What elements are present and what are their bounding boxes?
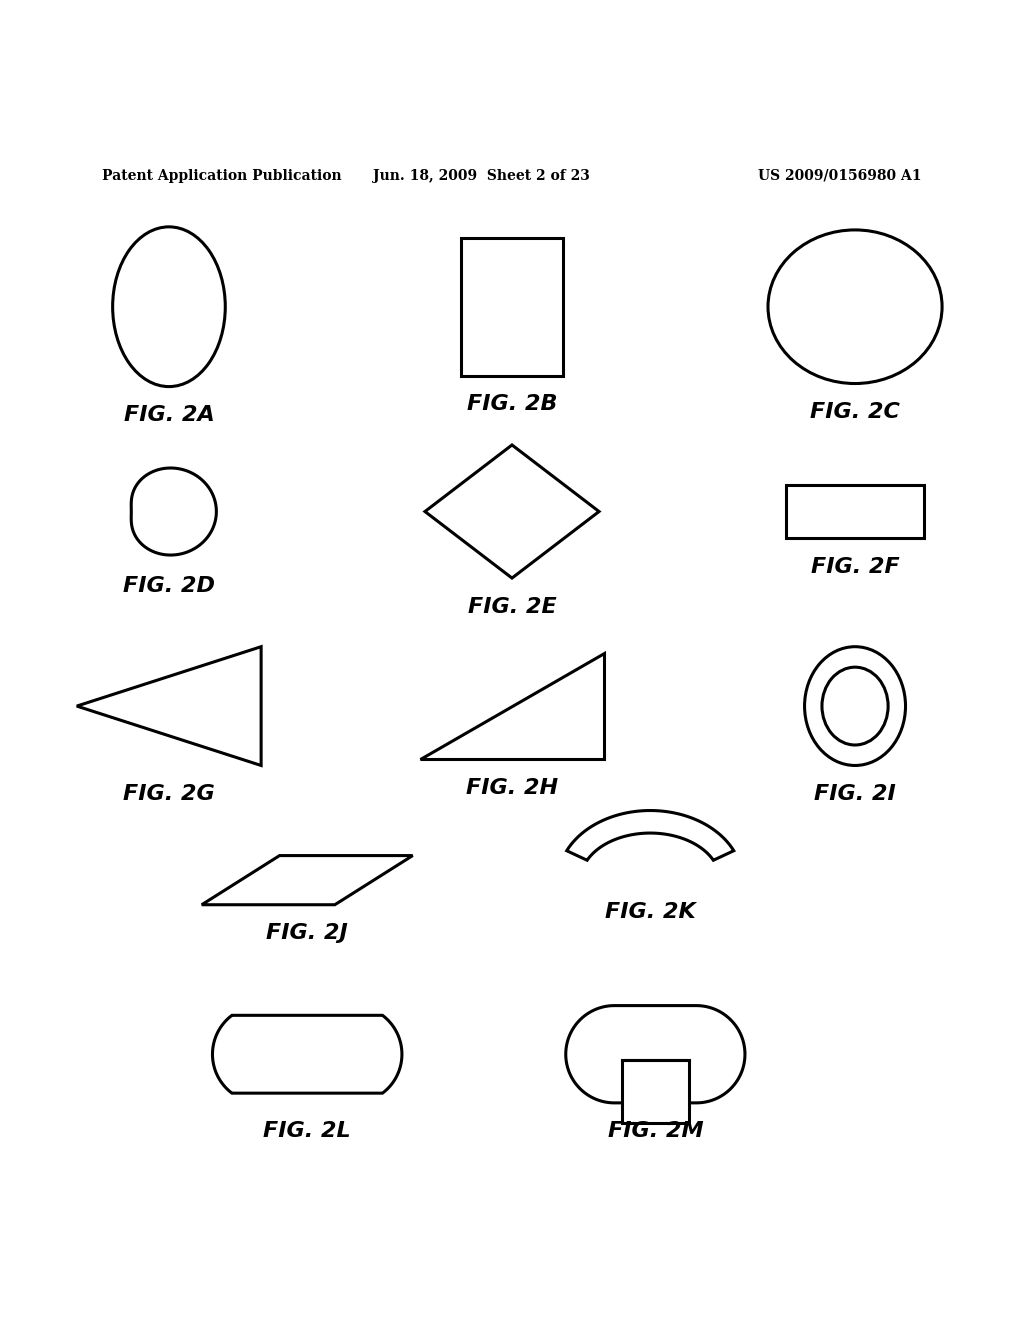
Ellipse shape [768, 230, 942, 384]
Bar [461, 238, 563, 376]
Polygon shape [131, 469, 216, 554]
Text: US 2009/0156980 A1: US 2009/0156980 A1 [758, 169, 922, 182]
Polygon shape [77, 647, 261, 766]
Ellipse shape [113, 227, 225, 387]
Text: FIG. 2A: FIG. 2A [124, 405, 214, 425]
Text: FIG. 2C: FIG. 2C [810, 403, 900, 422]
Text: FIG. 2E: FIG. 2E [468, 597, 556, 616]
Text: Jun. 18, 2009  Sheet 2 of 23: Jun. 18, 2009 Sheet 2 of 23 [373, 169, 590, 182]
Polygon shape [420, 653, 604, 759]
Text: FIG. 2I: FIG. 2I [814, 784, 896, 804]
Text: FIG. 2M: FIG. 2M [607, 1121, 703, 1142]
Polygon shape [566, 1006, 744, 1104]
Polygon shape [425, 445, 599, 578]
Text: FIG. 2L: FIG. 2L [263, 1121, 351, 1142]
Bar [786, 484, 924, 539]
Text: FIG. 2J: FIG. 2J [266, 923, 348, 944]
Text: FIG. 2G: FIG. 2G [123, 784, 215, 804]
Polygon shape [566, 810, 734, 861]
Text: FIG. 2H: FIG. 2H [466, 777, 558, 797]
Text: Patent Application Publication: Patent Application Publication [102, 169, 342, 182]
Text: FIG. 2B: FIG. 2B [467, 395, 557, 414]
Text: FIG. 2D: FIG. 2D [123, 576, 215, 597]
Polygon shape [623, 1060, 688, 1123]
Polygon shape [202, 855, 413, 904]
Text: FIG. 2K: FIG. 2K [605, 902, 695, 923]
Ellipse shape [805, 647, 905, 766]
Polygon shape [213, 1015, 401, 1093]
Ellipse shape [822, 667, 888, 744]
Text: FIG. 2F: FIG. 2F [811, 557, 899, 577]
